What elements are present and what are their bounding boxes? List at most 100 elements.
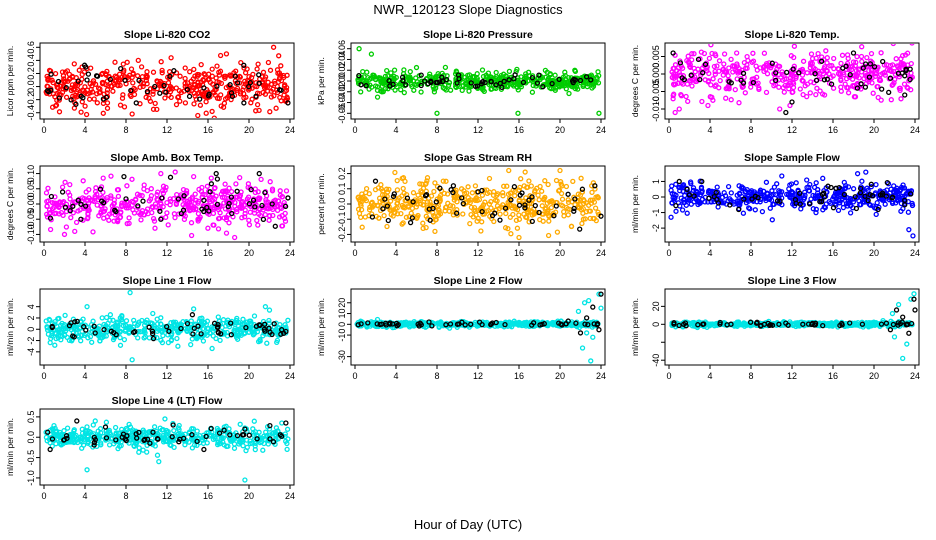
data-point [560, 203, 566, 209]
highlight-point [456, 76, 462, 82]
outlier-point [127, 290, 133, 296]
data-point [845, 55, 851, 62]
data-point [468, 197, 474, 203]
highlight-point [201, 85, 207, 91]
highlight-point [191, 325, 197, 331]
data-point [154, 316, 160, 322]
data-point [813, 206, 819, 212]
data-point [897, 85, 903, 91]
highlight-point [489, 320, 496, 326]
data-point [740, 321, 746, 328]
highlight-point [417, 320, 423, 326]
outlier-point [900, 355, 906, 362]
data-point [730, 69, 736, 75]
data-point [282, 215, 288, 222]
data-point [565, 212, 571, 218]
highlight-point [536, 72, 542, 78]
data-point [252, 83, 258, 89]
highlight-point [474, 83, 481, 89]
highlight-point [769, 60, 775, 66]
outlier-point [356, 46, 362, 52]
data-point [420, 220, 426, 226]
data-point [104, 68, 110, 75]
data-point [89, 339, 95, 345]
highlight-point [462, 322, 468, 328]
data-point [163, 184, 169, 191]
y-tick-label: 0.02 [337, 61, 347, 79]
outlier-point [223, 51, 230, 57]
data-point [539, 203, 545, 209]
data-point [882, 201, 888, 207]
data-point [817, 88, 823, 94]
data-point [123, 318, 130, 324]
y-tick-label: 10 [337, 309, 347, 319]
highlight-point [908, 191, 914, 197]
data-point [539, 74, 546, 81]
highlight-point [195, 323, 201, 329]
data-point [826, 320, 832, 327]
data-point [788, 53, 794, 59]
data-point [706, 188, 712, 194]
data-point [823, 201, 829, 207]
data-point [130, 80, 136, 86]
data-point [276, 53, 282, 59]
outlier-point [557, 167, 563, 174]
data-point [516, 216, 523, 222]
y-tick-label: 2 [26, 315, 36, 320]
highlight-point [383, 320, 389, 326]
data-point [565, 199, 572, 206]
data-point [838, 76, 844, 82]
data-point [427, 199, 433, 205]
data-point [785, 192, 792, 198]
data-point [121, 104, 128, 110]
data-point [529, 89, 536, 95]
data-point [695, 66, 701, 72]
data-point [769, 217, 775, 223]
highlight-point [382, 196, 388, 202]
data-point [150, 310, 156, 317]
data-point [787, 75, 794, 81]
data-point [132, 320, 138, 327]
data-point [523, 214, 529, 220]
highlight-point [681, 76, 688, 83]
outlier-point [158, 170, 164, 177]
highlight-point [246, 83, 252, 90]
outlier-point [135, 57, 141, 64]
data-point [257, 336, 263, 343]
y-axis-label: kPa per min. [316, 57, 326, 105]
data-point [388, 70, 394, 76]
outlier-point [586, 297, 592, 304]
data-point [464, 190, 470, 196]
data-point [398, 87, 404, 93]
highlight-point [356, 73, 362, 79]
data-point [187, 69, 193, 75]
data-point [248, 100, 254, 106]
data-point [57, 83, 64, 89]
y-axis-label: ml/min per min. [5, 418, 15, 476]
data-point [141, 212, 148, 218]
data-point [519, 322, 525, 329]
y-tick-label: 0.005 [651, 45, 661, 68]
highlight-point [253, 93, 259, 99]
data-point [511, 318, 517, 324]
outlier-point [129, 111, 135, 117]
data-point [267, 67, 274, 73]
outlier-point [676, 106, 682, 112]
x-tick-label: 0 [352, 125, 357, 135]
data-point [430, 210, 436, 216]
data-point [679, 207, 686, 213]
outlier-point [672, 109, 678, 116]
data-points [43, 290, 291, 363]
data-point [160, 190, 167, 196]
x-tick-label: 16 [828, 248, 838, 258]
highlight-point [163, 89, 169, 95]
x-tick-label: 24 [285, 491, 295, 501]
data-point [887, 190, 893, 196]
data-point [804, 184, 810, 191]
data-point [908, 70, 914, 76]
y-tick-label: 0 [651, 322, 661, 327]
data-point [835, 66, 841, 72]
